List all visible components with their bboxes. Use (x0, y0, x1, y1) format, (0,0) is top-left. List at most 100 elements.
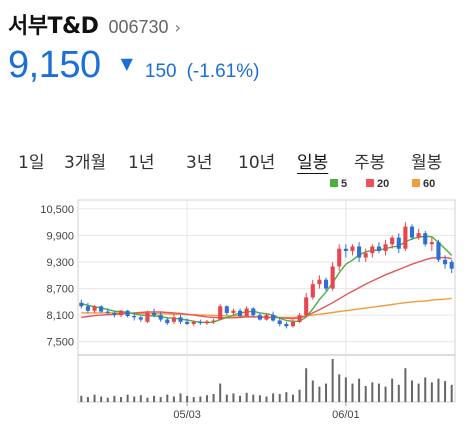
candle-body (152, 312, 157, 316)
tab-weekly[interactable]: 주봉 (354, 153, 386, 173)
volume-bar (239, 395, 242, 402)
volume-bar (285, 392, 288, 402)
tab-1y[interactable]: 1년 (128, 153, 155, 173)
candle-body (403, 226, 408, 249)
chevron-right-icon[interactable]: › (174, 18, 181, 37)
candle-body (138, 317, 143, 320)
candle-body (409, 226, 415, 238)
volume-bar (119, 397, 122, 402)
volume-bar (311, 380, 314, 402)
chart-frame (77, 199, 456, 403)
candle-body (350, 246, 355, 251)
volume-bar (225, 394, 228, 402)
volume-bar (358, 378, 361, 402)
candle-body (132, 316, 137, 318)
candle-body (376, 246, 381, 251)
candle-body (165, 319, 170, 324)
candle-body (218, 306, 223, 320)
volume-bar (411, 380, 414, 402)
candle-body (237, 310, 243, 317)
candle-body (304, 297, 309, 316)
candle-body (290, 321, 296, 327)
volume-bar (245, 392, 248, 402)
volume-bar (298, 389, 301, 402)
volume-bar (153, 395, 156, 402)
y-tick-label: 8,700 (46, 284, 74, 296)
candle-body (449, 262, 454, 269)
volume-bar (377, 383, 380, 402)
legend-ma60: 60 (412, 178, 435, 194)
price-change-percent: (-1.61%) (186, 61, 260, 82)
volume-bar (344, 377, 347, 402)
legend-label: 60 (423, 178, 436, 190)
volume-bar (325, 383, 328, 402)
candle-body (337, 248, 342, 267)
candle-body (191, 321, 196, 324)
candle-body (297, 315, 302, 322)
y-tick-label: 9,300 (46, 257, 74, 269)
volume-bar (252, 394, 255, 402)
volume-bar (199, 396, 202, 402)
volume-bar (384, 386, 387, 402)
candle-body (396, 237, 401, 249)
volume-bar (179, 393, 182, 402)
candle-body (443, 259, 448, 265)
volume-bar (318, 386, 321, 402)
volume-bar (397, 384, 400, 402)
legend-swatch (330, 179, 338, 187)
volume-bar (212, 394, 215, 402)
volume-bar (126, 394, 129, 402)
stock-header[interactable]: 서부T&D 006730 › (8, 8, 181, 39)
candle-body (436, 242, 441, 260)
candle-body (330, 266, 335, 289)
volume-bar (291, 394, 294, 402)
candle-body (257, 315, 262, 320)
candle-body (105, 311, 110, 313)
tab-10y[interactable]: 10년 (238, 153, 276, 173)
candle-body (112, 312, 117, 316)
candle-body (429, 242, 434, 245)
volume-bar (278, 394, 281, 402)
price-chart[interactable]: 10,500 9,900 9,300 8,700 8,100 7,500 05/03 06/0… (0, 194, 468, 433)
y-tick-label: 10,500 (40, 204, 74, 216)
candle-body (185, 321, 190, 324)
y-tick-label: 8,100 (46, 310, 74, 322)
volume-bar (338, 374, 341, 402)
candle-body (171, 317, 176, 322)
candle-body (284, 324, 289, 327)
price-row: 9,150 ▼ 150 (-1.61%) (8, 44, 259, 92)
volume-bar (80, 395, 83, 402)
candle-body (343, 248, 348, 251)
tab-3m[interactable]: 3개월 (64, 153, 107, 173)
volume-bar (219, 383, 222, 402)
volume-bar (106, 397, 109, 402)
volume-bar (305, 368, 308, 402)
tab-daily[interactable]: 일봉 (297, 153, 329, 173)
volume-bar (371, 382, 374, 402)
tab-monthly[interactable]: 월봉 (411, 153, 443, 173)
candle-body (92, 306, 97, 311)
y-tick-label: 9,900 (46, 230, 74, 242)
volume-bar (232, 393, 235, 402)
volume-bar (159, 397, 162, 402)
volume-bar (93, 394, 96, 402)
volume-bar (351, 383, 354, 402)
volume-bar (417, 383, 420, 402)
candle-body (317, 279, 322, 285)
volume-bar (437, 378, 440, 402)
candle-body (224, 306, 229, 313)
ma5-line (81, 235, 453, 324)
price-change: 150 (144, 61, 177, 82)
volume-bar (172, 396, 175, 402)
volume-bar (186, 395, 189, 402)
tab-3y[interactable]: 3년 (186, 153, 213, 173)
legend-ma20: 20 (366, 178, 389, 194)
period-tabs: 1일 3개월 1년 3년 10년 일봉 주봉 월봉 (0, 148, 468, 176)
stock-code: 006730 (108, 17, 169, 37)
tab-1d[interactable]: 1일 (18, 153, 45, 173)
legend-label: 20 (377, 178, 390, 190)
volume-bar (404, 368, 407, 402)
candle-body (251, 308, 256, 316)
candle-body (244, 308, 249, 317)
candle-body (204, 321, 210, 324)
